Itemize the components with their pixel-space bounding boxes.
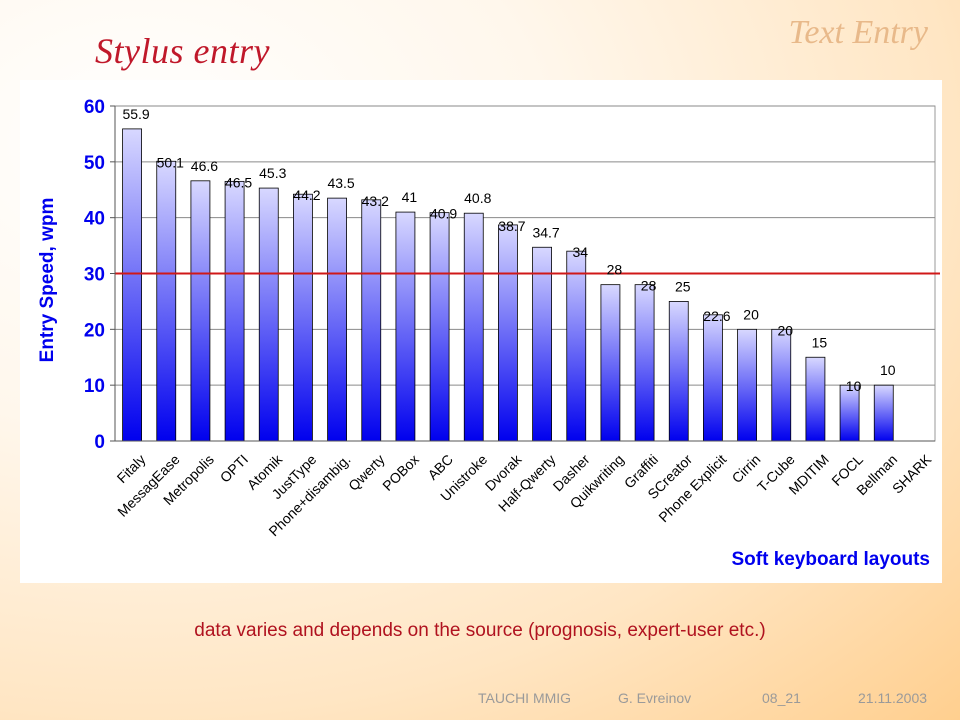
bar-value-label: 44.2 — [293, 187, 320, 203]
bar — [634, 284, 655, 442]
bar — [463, 212, 484, 442]
bar — [703, 314, 723, 442]
bar — [361, 199, 382, 442]
chart-panel: 55.9 50.1 46.6 46.5 45.3 44.2 43.5 43.2 41 40.9 40… — [20, 80, 942, 583]
bar — [293, 193, 313, 442]
bar-value-label: 40.9 — [430, 206, 457, 222]
bar-value-label: 45.3 — [259, 165, 286, 181]
bar-value-label: 10 — [846, 378, 862, 394]
bar-value-label: 46.6 — [191, 158, 218, 174]
bar-value-label: 10 — [880, 362, 896, 378]
y-tick-label: 60 — [84, 97, 105, 118]
bar — [805, 356, 826, 442]
bar — [156, 160, 177, 442]
bar-value-label: 28 — [641, 278, 657, 294]
x-category-label: Qwerty — [345, 451, 388, 494]
bar — [600, 284, 621, 442]
slide-title: Stylus entry — [95, 31, 270, 71]
bar — [395, 211, 416, 442]
bar-value-label: 43.5 — [327, 175, 354, 191]
y-tick-label: 40 — [84, 209, 105, 230]
bar-value-label: 25 — [675, 278, 691, 294]
bar-value-label: 20 — [743, 306, 759, 322]
footer-org: TAUCHI MMIG — [478, 690, 572, 706]
bar-value-label: 55.9 — [122, 106, 149, 122]
bar-value-label: 34.7 — [532, 224, 559, 240]
x-category-label: SHARK — [889, 451, 935, 497]
bar-value-label: 38.7 — [498, 218, 525, 234]
bar-chart: 55.9 50.1 46.6 46.5 45.3 44.2 43.5 43.2 41 40.9 40… — [37, 97, 940, 570]
y-tick-label: 30 — [84, 265, 105, 286]
y-tick-label: 10 — [84, 376, 105, 397]
bar-value-label: 43.2 — [362, 193, 389, 209]
y-tick-label: 0 — [94, 432, 105, 453]
footer-slide-number: 08_21 — [762, 690, 801, 706]
x-category-label: POBox — [379, 451, 422, 494]
bar — [429, 212, 450, 442]
bar-value-label: 20 — [777, 322, 793, 338]
bar — [122, 128, 142, 442]
bar-value-label: 41 — [402, 189, 418, 205]
bar-value-label: 50.1 — [157, 154, 184, 170]
bar-value-label: 15 — [812, 334, 828, 350]
bar — [668, 301, 689, 442]
bar — [498, 224, 518, 442]
bar — [771, 328, 792, 442]
y-axis-title: Entry Speed, wpm — [37, 198, 58, 363]
bar-value-label: 34 — [572, 244, 588, 260]
bar — [258, 187, 279, 442]
x-axis-title: Soft keyboard layouts — [732, 549, 931, 570]
footer-author: G. Evreinov — [618, 690, 692, 706]
bar — [327, 197, 347, 442]
slide-topic: Text Entry — [788, 14, 928, 51]
bar — [532, 246, 552, 442]
bar — [190, 180, 211, 442]
bar-value-label: 40.8 — [464, 190, 491, 206]
bar-value-label: 22.6 — [703, 308, 730, 324]
y-tick-label: 20 — [84, 320, 105, 341]
bar — [566, 250, 587, 442]
bar-value-label: 28 — [607, 262, 623, 278]
bar — [737, 328, 757, 442]
slide-caption: data varies and depends on the source (p… — [194, 620, 766, 641]
y-tick-label: 50 — [84, 153, 105, 174]
bar-value-label: 46.5 — [225, 174, 252, 190]
bar — [873, 384, 894, 442]
bar — [224, 180, 245, 442]
footer-date: 21.11.2003 — [858, 690, 928, 706]
